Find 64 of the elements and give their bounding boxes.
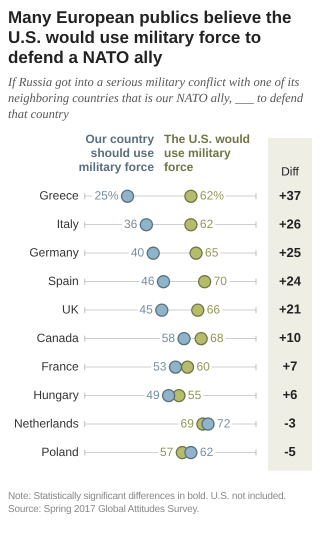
point: [120, 190, 134, 203]
y-tick-label: Canada: [36, 330, 80, 345]
data-label: 45: [139, 302, 154, 316]
chart-subtitle: If Russia got into a serious military conflict with one of its neighboring countries that is our NATO ally, ___ to defend that country: [8, 74, 304, 122]
y-tick-label: Netherlands: [14, 416, 79, 430]
point: [155, 304, 168, 317]
text: Our country should use military force: [78, 132, 154, 174]
point: [156, 275, 170, 288]
data-label: 60: [196, 359, 210, 374]
text: +24: [278, 273, 302, 288]
text: +25: [278, 244, 302, 260]
point: [177, 332, 191, 346]
text: -5: [284, 444, 296, 460]
point: [180, 360, 194, 374]
point: [201, 417, 215, 431]
text: +10: [278, 330, 302, 346]
text: +26: [278, 216, 302, 232]
text: Note: Statistically significant differences in bold. U.S. not included.: [8, 490, 287, 503]
data-label: 36: [124, 217, 138, 232]
data-label: 72: [217, 416, 231, 430]
y-tick-label: Poland: [41, 444, 79, 459]
data-label: 46: [141, 274, 155, 288]
data-label: 58: [162, 330, 176, 345]
data-label: 62%: [200, 188, 224, 203]
data-label: 25%: [94, 188, 119, 203]
y-tick-label: France: [41, 359, 80, 374]
point: [189, 246, 203, 260]
data-label: 40: [130, 246, 145, 260]
point: [168, 360, 182, 374]
point: [146, 246, 160, 260]
text: The U.S. would use military force: [164, 132, 250, 174]
point: [191, 304, 204, 317]
point: [184, 190, 198, 203]
data-label: 62: [200, 217, 214, 232]
data-label: 53: [153, 359, 167, 374]
data-label: 62: [200, 444, 214, 459]
y-tick-label: Germany: [29, 246, 79, 260]
data-label: 55: [188, 388, 202, 402]
y-tick-label: Hungary: [33, 388, 79, 402]
y-tick-label: Italy: [56, 217, 79, 232]
text: -3: [284, 416, 296, 431]
chart-title: Many European publics believe the U.S. would use military force to defend a NATO ally: [8, 8, 292, 68]
data-label: 68: [210, 330, 224, 345]
point: [184, 446, 198, 460]
text: +37: [278, 188, 302, 203]
point: [162, 388, 176, 402]
text: +6: [282, 387, 298, 402]
data-label: 66: [206, 302, 220, 316]
text: +21: [278, 302, 302, 317]
point: [194, 332, 208, 346]
y-tick-label: Spain: [48, 274, 79, 288]
data-label: 70: [214, 274, 228, 288]
data-label: 49: [146, 388, 160, 402]
point: [140, 218, 154, 232]
source-note: Source: Spring 2017 Global Attitudes Survey.: [8, 503, 200, 516]
data-label: 57: [160, 444, 174, 459]
data-label: 69: [180, 416, 194, 430]
y-tick-label: UK: [62, 302, 79, 316]
y-tick-label: Greece: [39, 188, 80, 203]
point: [198, 275, 212, 288]
text: +7: [282, 358, 298, 374]
text: Diff: [281, 164, 300, 178]
data-label: 65: [205, 246, 219, 260]
point: [184, 218, 198, 232]
